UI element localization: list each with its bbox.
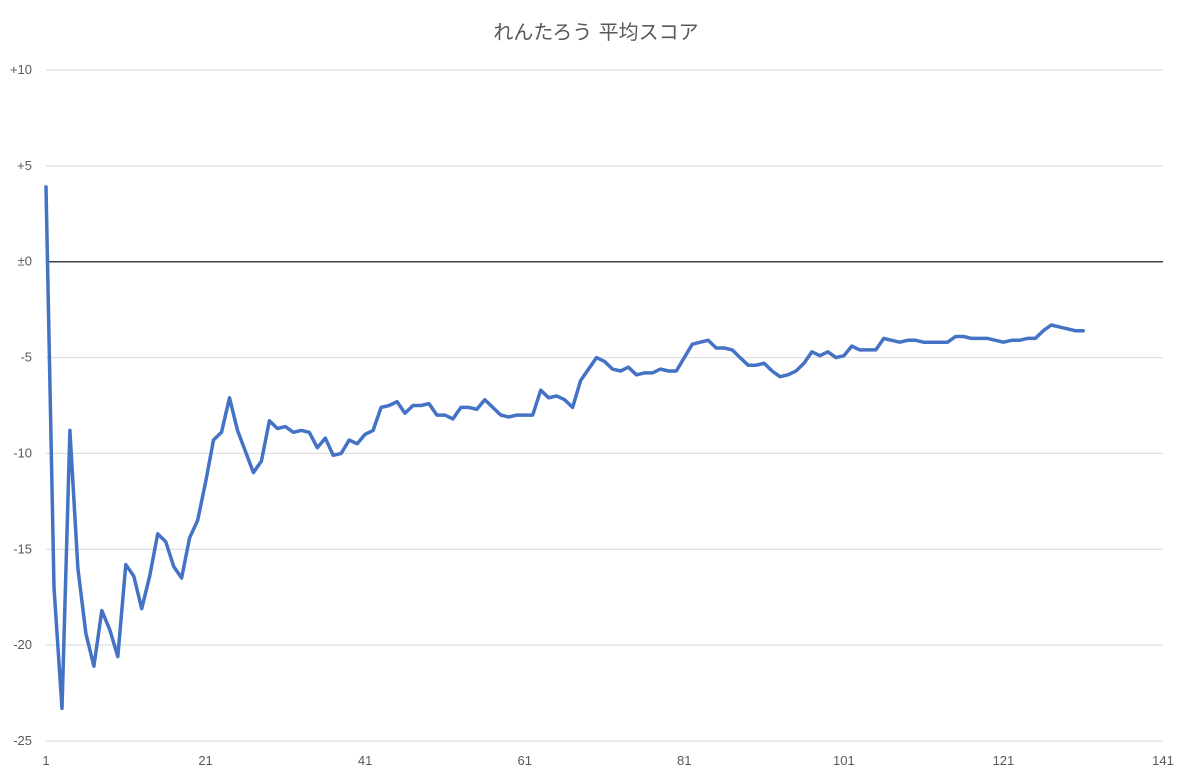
y-tick-label: -15 bbox=[13, 541, 32, 556]
series-line bbox=[44, 185, 1085, 711]
y-tick-label: +10 bbox=[10, 62, 32, 77]
chart-title: れんたろう 平均スコア bbox=[493, 20, 699, 44]
x-tick-label: 101 bbox=[833, 753, 855, 768]
x-tick-label: 21 bbox=[198, 753, 212, 768]
y-tick-label: +5 bbox=[17, 158, 32, 173]
x-tick-label: 61 bbox=[517, 753, 531, 768]
x-tick-label: 121 bbox=[993, 753, 1015, 768]
y-tick-label: -25 bbox=[13, 733, 32, 748]
x-tick-label: 141 bbox=[1152, 753, 1174, 768]
x-tick-label: 1 bbox=[42, 753, 49, 768]
y-tick-label: -5 bbox=[20, 350, 32, 365]
x-tick-label: 41 bbox=[358, 753, 372, 768]
y-tick-label: ±0 bbox=[18, 254, 32, 269]
x-tick-label: 81 bbox=[677, 753, 691, 768]
y-tick-label: -20 bbox=[13, 637, 32, 652]
y-tick-label: -10 bbox=[13, 445, 32, 460]
